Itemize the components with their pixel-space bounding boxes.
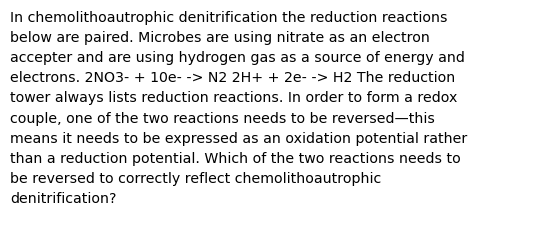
Text: In chemolithoautrophic denitrification the reduction reactions
below are paired.: In chemolithoautrophic denitrification t… <box>10 11 467 205</box>
